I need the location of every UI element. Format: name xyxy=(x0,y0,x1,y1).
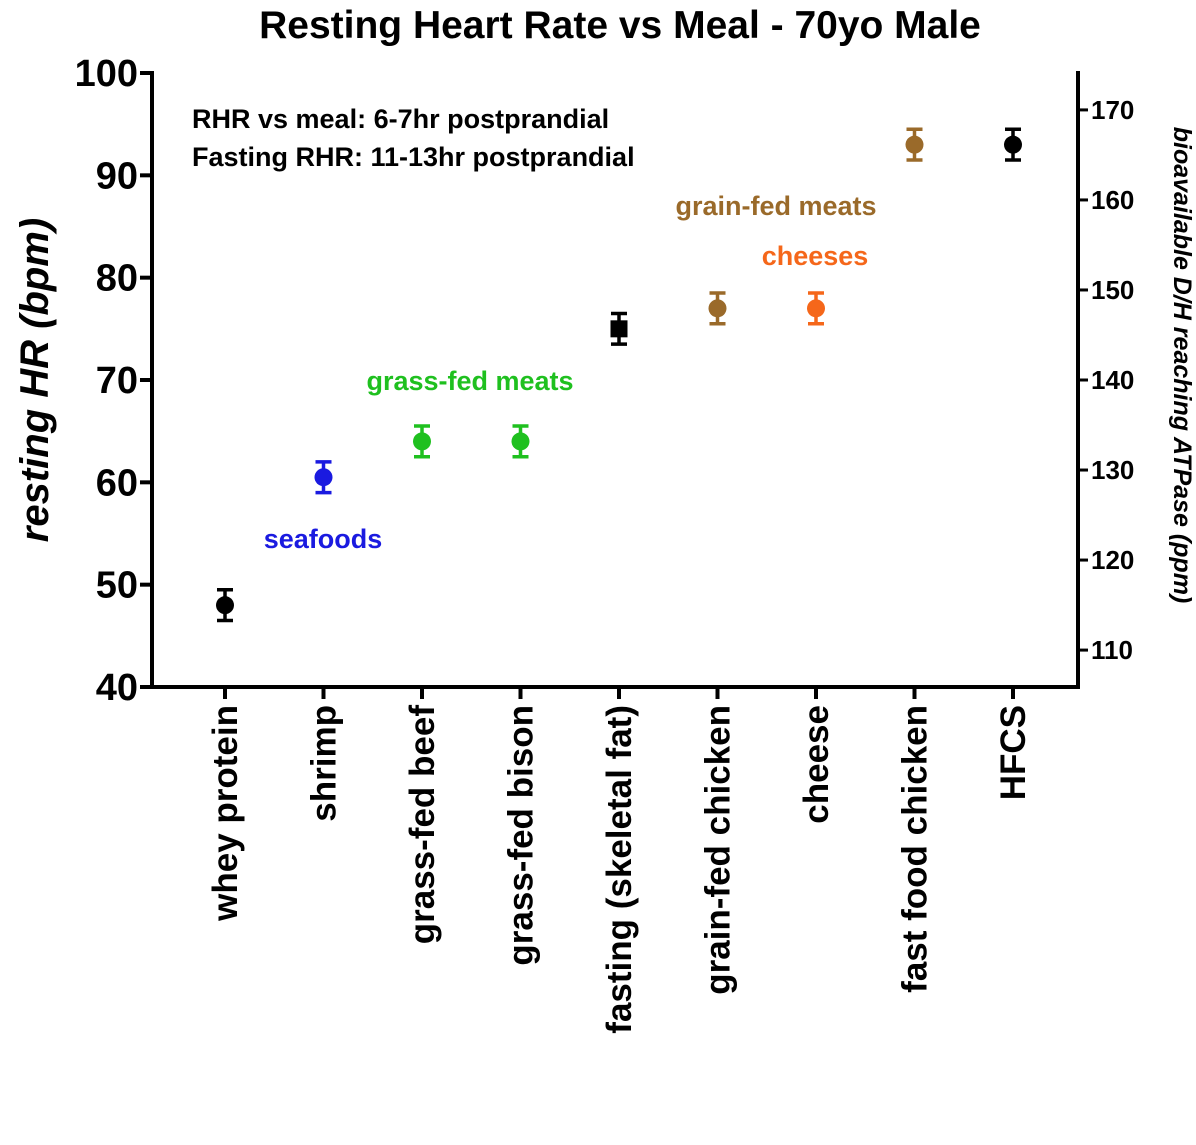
marker xyxy=(314,468,333,487)
y-axis-label: resting HR (bpm) xyxy=(13,218,57,542)
x-tick-label: grass-fed beef xyxy=(403,705,442,945)
annotation: grain-fed meats xyxy=(675,191,876,221)
marker xyxy=(511,432,530,451)
y-tick-label: 90 xyxy=(96,155,138,197)
x-tick-label: grain-fed chicken xyxy=(699,705,738,995)
marker xyxy=(610,320,628,338)
annotation: seafoods xyxy=(264,524,383,554)
annotation: Fasting RHR: 11-13hr postprandial xyxy=(192,142,635,172)
annotation: grass-fed meats xyxy=(366,366,573,396)
y2-tick-label: 170 xyxy=(1091,95,1134,125)
annotation: cheeses xyxy=(762,241,869,271)
x-tick-label: cheese xyxy=(797,705,836,824)
y-tick-label: 70 xyxy=(96,360,138,402)
y2-tick-label: 150 xyxy=(1091,275,1134,305)
annotation: RHR vs meal: 6-7hr postprandial xyxy=(192,104,609,134)
x-tick-label: fasting (skeletal fat) xyxy=(600,705,639,1034)
y-tick-label: 60 xyxy=(96,462,138,504)
y2-axis-label: bioavailable D/H reaching ATPase (ppm) xyxy=(1168,127,1196,604)
marker xyxy=(1004,135,1022,154)
y2-tick-label: 120 xyxy=(1091,545,1134,575)
y2-tick-label: 160 xyxy=(1091,185,1134,215)
marker xyxy=(708,299,727,318)
y-tick-label: 80 xyxy=(96,258,138,300)
marker xyxy=(807,299,825,318)
chart-title: Resting Heart Rate vs Meal - 70yo Male xyxy=(259,4,981,47)
x-tick-label: shrimp xyxy=(305,705,344,822)
y-tick-label: 40 xyxy=(96,667,138,709)
marker xyxy=(905,135,924,154)
y2-tick-label: 130 xyxy=(1091,455,1134,485)
marker xyxy=(413,432,431,451)
x-tick-label: whey protein xyxy=(206,705,245,922)
marker xyxy=(216,596,234,615)
y-tick-label: 50 xyxy=(96,565,138,607)
x-tick-label: HFCS xyxy=(994,705,1033,800)
y2-tick-label: 140 xyxy=(1091,365,1134,395)
x-tick-label: grass-fed bison xyxy=(502,705,541,966)
y-tick-label: 100 xyxy=(75,53,138,95)
y2-tick-label: 110 xyxy=(1091,635,1133,665)
x-tick-label: fast food chicken xyxy=(896,705,935,993)
